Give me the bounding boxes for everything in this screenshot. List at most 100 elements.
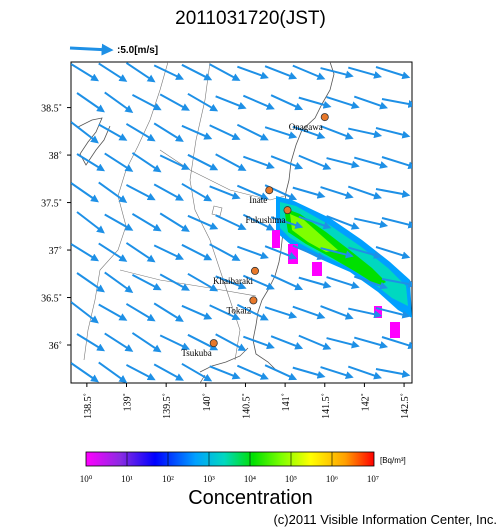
place-marker [249, 296, 258, 305]
x-tick-label: 141˚ [281, 393, 292, 411]
wind-vector [71, 362, 99, 383]
wind-vector [131, 213, 162, 232]
wind-vector [298, 215, 332, 230]
wind-vector [125, 242, 156, 263]
wind-vector [104, 152, 134, 172]
wind-vector [181, 243, 213, 261]
wind-vector [76, 211, 105, 234]
wind-vector [381, 336, 412, 350]
place-label: Fukushima [245, 215, 285, 225]
wind-vector [71, 243, 100, 262]
wind-vector [131, 274, 162, 291]
wind-vector [320, 186, 354, 200]
x-axis: 138.5˚ 139˚ 139.5˚ 140˚ 140.5˚ 141˚ 141.5˚ 142˚… [83, 383, 411, 419]
colorbar-tick-label: 10¹ [121, 474, 133, 484]
wind-vector [209, 243, 241, 261]
y-tick-label: 37.5˚ [41, 199, 62, 210]
wind-vector [353, 275, 388, 290]
wind-vector [292, 305, 326, 320]
wind-vector [292, 244, 326, 260]
wind-vector [209, 63, 241, 81]
x-tick-label: 141.5˚ [321, 393, 332, 419]
wind-vector [270, 155, 304, 170]
wind-vector [215, 153, 247, 171]
place-marker [209, 339, 218, 348]
wind-vector [215, 333, 247, 351]
y-tick-label: 38.5˚ [41, 104, 62, 115]
wind-vector [320, 67, 354, 79]
wind-vector [264, 126, 298, 139]
wind-vector [270, 335, 304, 350]
wind-vector [298, 334, 332, 350]
wind-vector [153, 302, 184, 322]
wind-vector [354, 336, 389, 349]
wind-vector [209, 124, 241, 140]
y-tick-label: 36˚ [49, 341, 62, 352]
wind-vector [320, 305, 354, 320]
wind-vector [98, 242, 128, 262]
wind-vector [292, 186, 326, 199]
x-tick-label: 139.5˚ [162, 393, 173, 419]
wind-vector [381, 98, 412, 108]
wind-vector [354, 156, 389, 169]
x-tick-label: 138.5˚ [83, 393, 94, 419]
colorbar-labels: 10⁰ 10¹ 10² 10³ 10⁴ 10⁵ 10⁶ 10⁷ [80, 474, 379, 484]
x-tick-label: 139˚ [123, 393, 134, 411]
colorbar-tick-label: 10⁵ [285, 474, 297, 484]
wind-vector [326, 337, 360, 349]
wind-vector [125, 364, 156, 381]
colorbar-title: Concentration [188, 487, 313, 509]
wind-vector [236, 184, 269, 200]
place-marker [250, 266, 259, 275]
wind-vector [159, 273, 190, 291]
wind-vector [326, 276, 360, 290]
wind-vector [242, 213, 275, 231]
wind-vector [236, 364, 269, 380]
wind-vector [76, 153, 106, 172]
wind-vector [237, 245, 269, 260]
wind-vector [76, 92, 105, 113]
place-marker [283, 206, 292, 215]
wind-vector [215, 275, 247, 290]
colorbar-tick-label: 10² [162, 474, 174, 484]
place-label: Khaibaraki [213, 276, 253, 286]
wind-vector [242, 94, 275, 110]
wind-vector [215, 214, 247, 230]
colorbar-ticks [126, 452, 333, 466]
wind-vector [104, 271, 134, 293]
wind-legend-arrow [69, 43, 114, 56]
colorbar-tick-label: 10⁴ [244, 474, 256, 484]
wind-vector [209, 365, 241, 380]
wind-vector [320, 125, 354, 140]
wind-vector [71, 121, 99, 144]
wind-vector [375, 188, 411, 198]
wind-vector [264, 364, 298, 381]
wind-vector [71, 301, 99, 324]
wind-vector [320, 366, 354, 380]
wind-vector [159, 334, 190, 350]
wind-vector [98, 303, 128, 321]
wind-vector [270, 216, 304, 229]
wind-vector [125, 123, 156, 142]
colorbar-tick-label: 10⁰ [80, 474, 93, 484]
wind-vector [381, 156, 412, 170]
wind-vector [153, 183, 184, 201]
wind-vector [131, 152, 162, 173]
wind-vector [354, 217, 389, 229]
wind-vector [348, 246, 383, 259]
y-axis: 38.5˚ 38˚ 37.5˚ 37˚ 36.5˚ 36˚ [41, 104, 71, 352]
x-tick-label: 140.5˚ [241, 393, 252, 419]
wind-vector [264, 245, 298, 260]
wind-vector-field [71, 62, 412, 383]
wind-vector [264, 65, 298, 80]
wind-vector [104, 332, 134, 352]
wind-vector [98, 361, 128, 383]
place-label: Tokai2 [227, 305, 252, 315]
wind-vector [187, 92, 219, 112]
wind-vector [159, 212, 190, 232]
x-tick-label: 140˚ [202, 393, 213, 411]
wind-vector [270, 274, 304, 291]
wind-vector [236, 123, 269, 141]
place-markers: Onagawa Inate Fukushima Khaibaraki Tokai2 Tsu… [181, 113, 329, 358]
